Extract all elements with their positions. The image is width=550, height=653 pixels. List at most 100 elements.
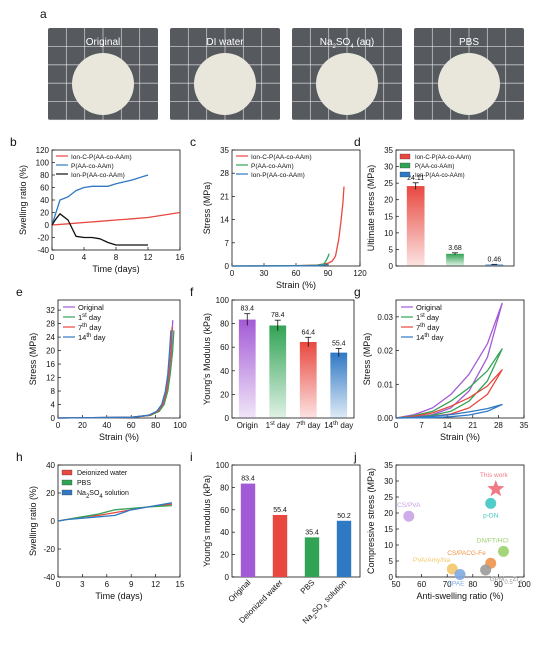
text-span: 14 [416,333,424,342]
text-span: th [86,333,91,339]
y-tick-label: 15 [384,212,393,221]
hydrogel-disc [316,53,378,115]
legend-swatch [399,171,411,178]
text-span: 4 [519,580,523,586]
panel-letter: h [16,450,23,464]
x-axis-label: Anti-swelling ratio (%) [416,591,503,601]
text-span: day [425,323,439,332]
y-axis-label: Swelling ratio (%) [28,486,38,556]
x-axis-label: Strain (%) [440,432,480,442]
y-tick-label: 24 [46,333,55,342]
text-span: Deionized water [77,470,128,477]
y-tick-label: 40 [40,196,49,205]
hydrogel-disc [438,53,500,115]
chart-panel-j: j 0 5 10 15 20 25 30 35 50 60 70 80 90 100 Anti-swellin… [353,450,531,601]
point-label: SPAE [448,580,466,587]
text-span: 4 [99,494,103,500]
y-tick-label: 0.00 [377,414,393,423]
series-line [51,174,149,226]
y-tick-label: 0 [45,221,50,230]
text-span: SO [89,490,100,497]
bar-value-label: 83.4 [240,306,254,313]
legend-label: P(AA-co-AAm) [251,163,294,170]
x-tick-label: 80 [468,580,477,589]
x-tick-label: 90 [324,269,333,278]
y-tick-label: 0 [225,414,230,423]
y-tick-label: 0.01 [377,380,393,389]
x-tick-label: 3 [80,580,85,589]
y-tick-label: 35 [384,461,393,470]
y-tick-label: 0 [389,573,394,582]
point-label: p-DN [483,512,498,519]
bar-value-label: 55.4 [273,507,287,514]
hydrogel-disc [72,53,134,115]
scatter-point [446,563,458,575]
chart-panel-f: f 0 20 40 60 80 100 Young's Modulus (kPa) 83.4 Or… [190,285,355,430]
x-tick-label: 0 [394,421,399,430]
x-category-label: Original [227,578,253,604]
legend-label: P(AA-co-AAm) [415,164,454,170]
panel-letter-a: a [40,7,47,21]
y-tick-label: 35 [220,146,229,155]
y-tick-label: 0 [389,262,394,271]
series-line [51,211,181,226]
series-line [395,369,503,419]
text-span: Ion-C-P(AA-co-AAm) [71,154,132,161]
photo-label: Na2SO4 (aq) [320,37,375,50]
x-tick-label: 0 [56,580,61,589]
bar [406,186,425,266]
y-tick-label: 20 [384,196,393,205]
y-tick-label: 60 [40,184,49,193]
x-tick-label: 21 [468,421,477,430]
legend-label: Deionized water [77,470,128,477]
x-tick-label: 9 [129,580,134,589]
x-tick-label: 35 [520,421,529,430]
y-tick-label: 21 [220,192,229,201]
text-span: 4 [323,603,330,610]
legend-swatch [399,162,411,169]
text-span: SPAE [448,580,466,587]
y-axis-label: Swelling ratio (%) [18,165,28,235]
bar-value-label: 83.4 [241,476,255,483]
x-tick-label: 100 [173,421,187,430]
x-tick-label: 60 [417,580,426,589]
y-tick-label: 30 [384,477,393,486]
text-span: Origin [237,421,258,430]
legend-label: Ion-P(AA-co-AAm) [415,173,465,179]
legend-label: 14th day [416,333,444,342]
text-span: solution [321,578,348,605]
y-tick-label: 16 [46,360,55,369]
y-tick-label: 14 [220,216,229,225]
y-tick-label: 25 [384,179,393,188]
text-span: day [87,323,101,332]
bar-value-label: 78.4 [271,312,285,319]
text-span: P(AA-co-AAm) [415,164,454,170]
x-tick-label: 80 [151,421,160,430]
series-line [51,213,148,246]
legend-swatch [61,469,73,476]
series-line [395,302,503,419]
panel-letter: b [10,135,17,149]
legend-label: Ion-C-P(AA-co-AAm) [71,154,132,161]
bar [330,352,348,418]
text-span: 1 [266,421,271,430]
plot-frame [395,299,525,419]
text-span: 2 [86,494,90,500]
text-span: PBS [77,480,91,487]
text-span: 1 [78,313,82,322]
panel-letter: d [354,135,361,149]
series-line [57,502,173,522]
bar-value-label: 50.2 [337,513,351,520]
legend-label: Ion-C-P(AA-co-AAm) [251,154,312,161]
bar [336,520,352,577]
text-span: CS/PVA [397,502,421,509]
text-span: SO [310,601,325,616]
x-category-label: 14th day [324,421,353,430]
text-span: day [338,421,353,430]
y-tick-label: 10 [384,229,393,238]
x-tick-label: 0 [56,421,61,430]
y-tick-label: 15 [384,525,393,534]
y-tick-label: 28 [46,320,55,329]
scatter-point [454,568,466,580]
text-span: Ion-P(AA-co-AAm) [251,172,305,179]
